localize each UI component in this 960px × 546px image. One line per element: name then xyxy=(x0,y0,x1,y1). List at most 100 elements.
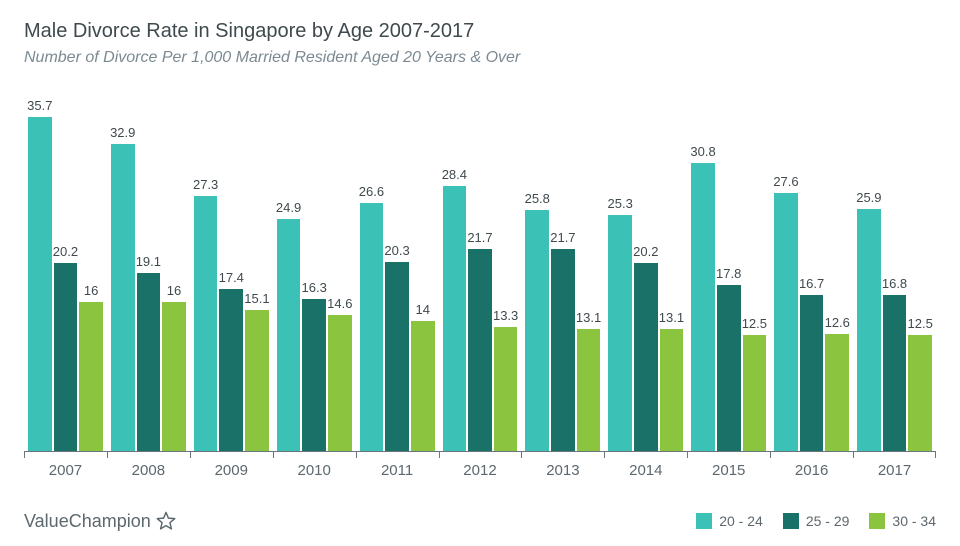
bar: 21.7 xyxy=(468,249,492,452)
legend-swatch xyxy=(783,513,799,529)
chart-area: 35.720.21632.919.11627.317.415.124.916.3… xyxy=(24,77,936,502)
star-icon xyxy=(155,510,177,532)
bar: 14.6 xyxy=(328,315,352,452)
x-tick xyxy=(356,452,357,458)
bar-value-label: 35.7 xyxy=(27,98,52,117)
chart-subtitle: Number of Divorce Per 1,000 Married Resi… xyxy=(24,49,936,67)
bar-value-label: 25.8 xyxy=(525,191,550,210)
bar-value-label: 32.9 xyxy=(110,125,135,144)
bar: 26.6 xyxy=(360,203,384,452)
bar: 20.3 xyxy=(385,262,409,452)
bar-group: 25.916.812.5 xyxy=(853,77,936,452)
bar-value-label: 27.6 xyxy=(773,174,798,193)
bar: 27.6 xyxy=(774,193,798,452)
x-axis-label: 2013 xyxy=(521,462,604,479)
bar: 35.7 xyxy=(28,117,52,452)
bar-value-label: 24.9 xyxy=(276,200,301,219)
bar-group: 32.919.116 xyxy=(107,77,190,452)
legend-item: 25 - 29 xyxy=(783,513,850,529)
x-tick xyxy=(439,452,440,458)
bar: 13.3 xyxy=(494,327,518,452)
legend-item: 30 - 34 xyxy=(869,513,936,529)
legend-swatch xyxy=(696,513,712,529)
bar: 16.7 xyxy=(800,295,824,452)
bar-value-label: 20.3 xyxy=(384,243,409,262)
bar-value-label: 28.4 xyxy=(442,167,467,186)
bar-value-label: 13.3 xyxy=(493,308,518,327)
bar-value-label: 14 xyxy=(415,302,429,321)
bar-value-label: 21.7 xyxy=(550,230,575,249)
bar-group: 30.817.812.5 xyxy=(687,77,770,452)
x-axis-label: 2007 xyxy=(24,462,107,479)
bar-value-label: 12.5 xyxy=(908,316,933,335)
bar-value-label: 12.6 xyxy=(825,315,850,334)
bar: 14 xyxy=(411,321,435,452)
x-tick xyxy=(107,452,108,458)
x-axis-label: 2011 xyxy=(356,462,439,479)
x-tick xyxy=(687,452,688,458)
x-tick xyxy=(770,452,771,458)
bar: 17.8 xyxy=(717,285,741,452)
bar-value-label: 19.1 xyxy=(136,254,161,273)
bar-value-label: 15.1 xyxy=(244,291,269,310)
x-axis-label: 2009 xyxy=(190,462,273,479)
bar-value-label: 20.2 xyxy=(53,244,78,263)
legend-label: 30 - 34 xyxy=(892,513,936,529)
bar-group: 25.320.2 13.1 xyxy=(604,77,687,452)
x-tick xyxy=(521,452,522,458)
bar: 28.4 xyxy=(443,186,467,452)
bar: 17.4 xyxy=(219,289,243,452)
bar-value-label: 26.6 xyxy=(359,184,384,203)
bar: 25.9 xyxy=(857,209,881,452)
legend: 20 - 24 25 - 29 30 - 34 xyxy=(696,513,936,529)
x-axis-label: 2017 xyxy=(853,462,936,479)
x-axis-label: 2014 xyxy=(604,462,687,479)
bar: 27.3 xyxy=(194,196,218,452)
x-axis-label: 2016 xyxy=(770,462,853,479)
x-axis-label: 2008 xyxy=(107,462,190,479)
bar-group: 27.317.415.1 xyxy=(190,77,273,452)
x-axis: 2007200820092010201120122013201420152016… xyxy=(24,452,936,502)
legend-label: 20 - 24 xyxy=(719,513,763,529)
bar: 15.1 xyxy=(245,310,269,452)
bar: 25.8 xyxy=(525,210,549,452)
bar-value-label: 16 xyxy=(167,283,181,302)
x-axis-label: 2010 xyxy=(273,462,356,479)
bar-value-label: 27.3 xyxy=(193,177,218,196)
x-tick xyxy=(604,452,605,458)
brand-name: ValueChampion xyxy=(24,511,151,532)
bar-value-label: 13.1 xyxy=(576,310,601,329)
bar-value-label: 16.3 xyxy=(302,280,327,299)
bar-value-label: 14.6 xyxy=(327,296,352,315)
bar: 12.5 xyxy=(908,335,932,452)
brand-logo: ValueChampion xyxy=(24,510,177,532)
bar-value-label: 20.2 xyxy=(633,244,658,263)
legend-label: 25 - 29 xyxy=(806,513,850,529)
bar: 24.9 xyxy=(277,219,301,452)
bar-value-label: 12.5 xyxy=(742,316,767,335)
bar-value-label: 21.7 xyxy=(467,230,492,249)
bar-value-label: 25.9 xyxy=(856,190,881,209)
bar: 25.3 xyxy=(608,215,632,452)
legend-item: 20 - 24 xyxy=(696,513,763,529)
plot-area: 35.720.21632.919.11627.317.415.124.916.3… xyxy=(24,77,936,452)
bar-value-label: 13.1 xyxy=(659,310,684,329)
bar: 13.1 xyxy=(577,329,601,452)
x-tick xyxy=(273,452,274,458)
bar: 13.1 xyxy=(660,329,684,452)
bar: 32.9 xyxy=(111,144,135,452)
bar: 16.8 xyxy=(883,295,907,453)
bar-value-label: 16.8 xyxy=(882,276,907,295)
bar-value-label: 17.4 xyxy=(219,270,244,289)
bar: 16 xyxy=(162,302,186,452)
bar: 20.2 xyxy=(54,263,78,452)
x-axis-label: 2012 xyxy=(439,462,522,479)
bar: 21.7 xyxy=(551,249,575,452)
chart-title: Male Divorce Rate in Singapore by Age 20… xyxy=(24,20,936,43)
bar: 12.6 xyxy=(825,334,849,452)
bar-value-label: 17.8 xyxy=(716,266,741,285)
bar: 12.5 xyxy=(743,335,767,452)
legend-swatch xyxy=(869,513,885,529)
bar: 16 xyxy=(79,302,103,452)
bar-group: 28.421.713.3 xyxy=(439,77,522,452)
